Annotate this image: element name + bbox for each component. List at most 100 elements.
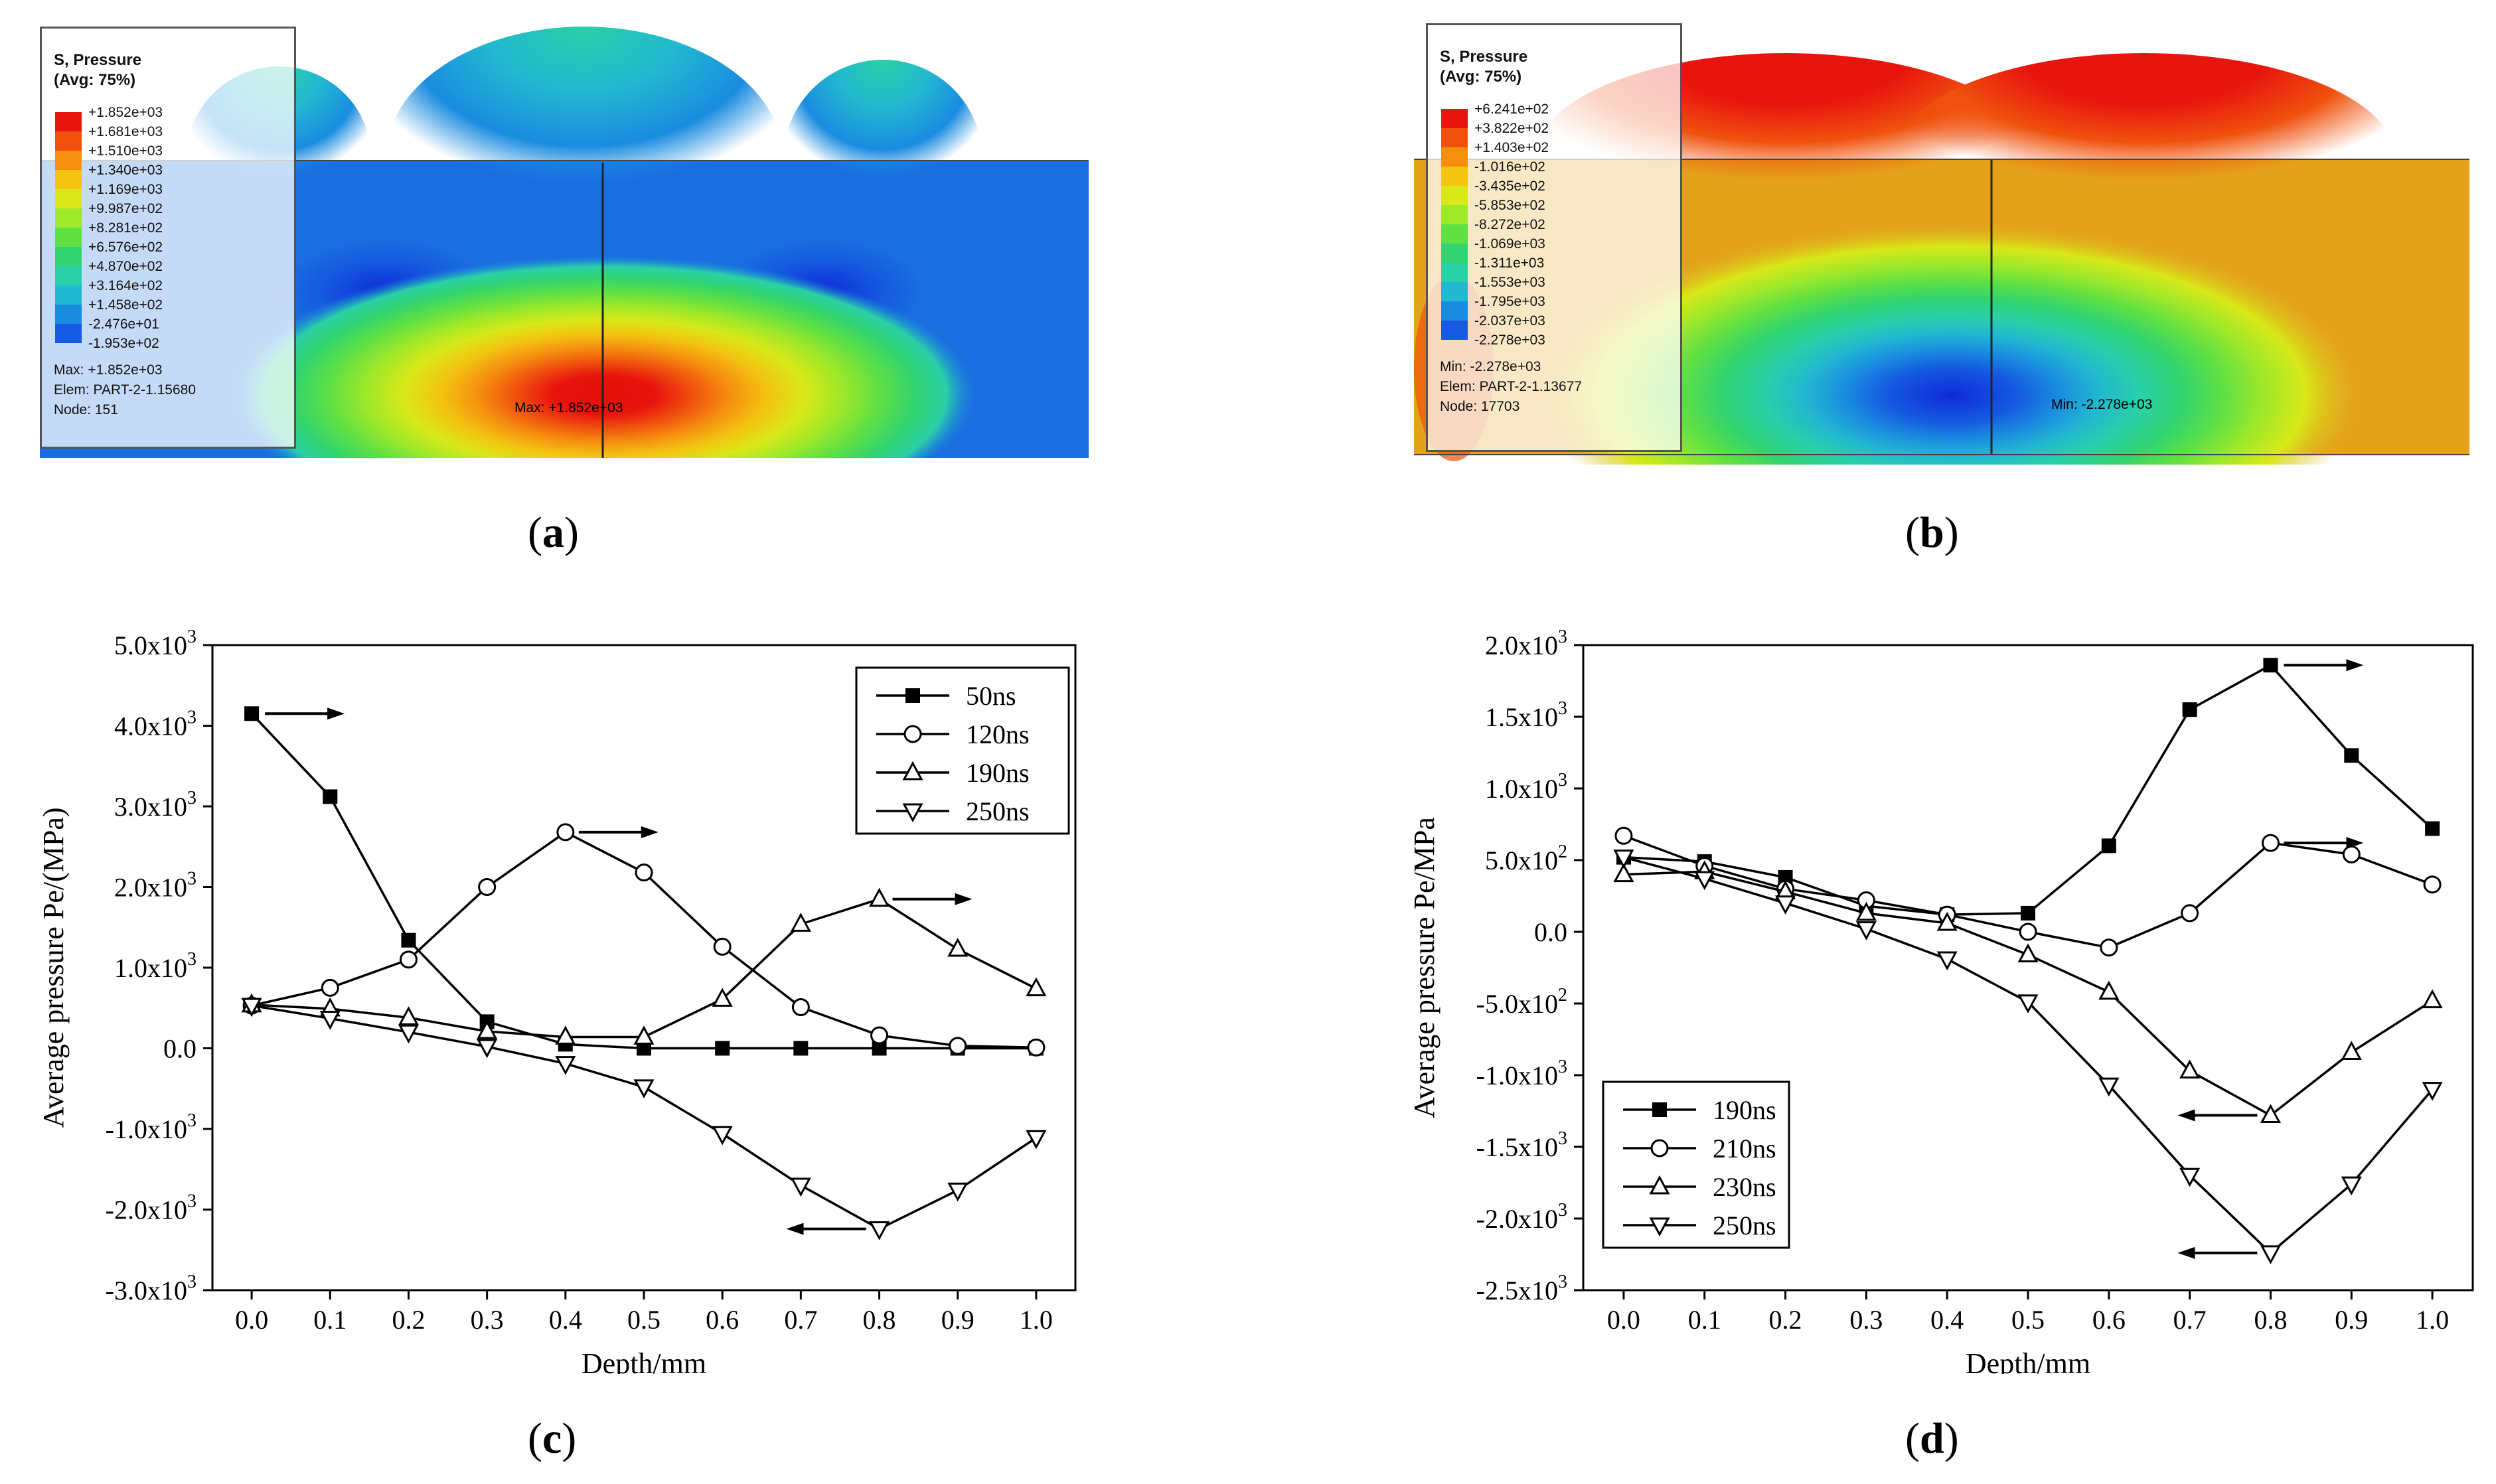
legend-swatch	[1441, 224, 1468, 244]
x-tick-label: 0.3	[471, 1305, 504, 1335]
y-tick-label: -2.5x103	[1476, 1272, 1567, 1305]
data-point-triangle-down	[2260, 1245, 2281, 1264]
x-tick-label: 0.0	[1607, 1305, 1640, 1335]
legend-swatch	[1441, 167, 1468, 186]
legend-swatch	[55, 247, 82, 266]
data-point-circle	[1650, 1139, 1669, 1157]
x-tick-label: 0.5	[627, 1305, 661, 1335]
data-point-square	[1652, 1102, 1667, 1117]
data-point-triangle-down	[2017, 994, 2039, 1013]
x-tick-label: 0.9	[2335, 1305, 2368, 1335]
series-230ns	[1613, 860, 2443, 1123]
legend-label: 50ns	[966, 681, 1016, 711]
data-point-triangle-down	[712, 1126, 733, 1146]
x-tick-label: 0.4	[549, 1305, 582, 1335]
data-point-square	[323, 789, 338, 804]
legend-node: Node: 17703	[1440, 399, 1520, 414]
data-point-triangle-up	[790, 913, 811, 932]
data-point-triangle-up	[947, 937, 969, 957]
series-250ns	[241, 998, 1047, 1240]
x-tick-label: 0.2	[1769, 1305, 1802, 1335]
legend-swatch	[55, 228, 82, 247]
data-point-square	[2344, 748, 2359, 763]
legend-value: +1.681e+03	[88, 124, 163, 139]
data-point-circle	[949, 1037, 967, 1055]
data-point-square	[2182, 702, 2197, 717]
annotation-arrow	[578, 826, 659, 838]
arrow-head	[786, 1223, 804, 1235]
data-point-triangle-down	[477, 1039, 498, 1059]
data-point-triangle-down	[1694, 871, 1715, 891]
legend-swatch	[1441, 282, 1468, 301]
data-point-triangle-up	[2017, 943, 2039, 963]
legend-value: +1.169e+03	[88, 182, 163, 197]
data-point-triangle-up	[712, 988, 733, 1007]
data-point-circle	[556, 823, 575, 842]
legend-swatch	[1441, 244, 1468, 263]
panel-label-d: (d)	[1905, 1414, 1959, 1463]
data-point-triangle-up	[1026, 977, 1047, 997]
annotation-arrow	[2284, 659, 2364, 672]
legend-swatch	[1441, 147, 1468, 167]
data-point-circle	[1614, 826, 1633, 845]
y-tick-label: -5.0x102	[1476, 985, 1567, 1019]
legend-label: 210ns	[1713, 1134, 1776, 1163]
data-point-triangle-up	[1855, 901, 1877, 921]
legend-swatch	[1441, 205, 1468, 224]
y-tick-label: 1.5x103	[1485, 698, 1567, 732]
data-point-square	[401, 932, 416, 948]
series-210ns	[1614, 826, 2442, 957]
legend-frame	[855, 666, 1070, 835]
legend-swatch	[55, 112, 82, 131]
legend-value: -5.853e+02	[1474, 198, 1545, 213]
data-point-triangle-down	[398, 1024, 419, 1044]
legend-min: Min: -2.278e+03	[1440, 359, 1541, 374]
data-point-triangle-down	[902, 803, 923, 823]
legend-scale: +6.241e+02 +3.822e+02 +1.403e+02 -1.016e+02…	[1428, 100, 1680, 358]
data-point-square	[637, 1041, 651, 1056]
data-point-triangle-up	[1936, 911, 1958, 931]
data-point-triangle-up	[869, 887, 890, 907]
data-point-circle	[713, 937, 732, 956]
data-point-square	[793, 1041, 809, 1056]
data-point-triangle-up	[633, 1025, 655, 1045]
x-tick-label: 1.0	[2416, 1305, 2449, 1335]
annotation-arrow	[892, 893, 973, 905]
x-tick-label: 0.4	[1930, 1305, 1964, 1335]
annotation-arrow	[265, 707, 345, 720]
data-point-triangle-up	[2179, 1059, 2201, 1079]
legend-value: -3.435e+02	[1474, 179, 1545, 194]
y-tick-label: 1.0x103	[114, 949, 196, 983]
legend-label: 120ns	[966, 719, 1030, 749]
data-point-triangle-up	[2098, 980, 2120, 1000]
data-point-square	[2263, 658, 2278, 673]
arrow-head	[2346, 837, 2364, 850]
legend-swatch	[55, 131, 82, 151]
legend-value: -1.016e+02	[1474, 159, 1545, 175]
legend-swatch	[55, 305, 82, 324]
legend-value: +9.987e+02	[88, 201, 163, 216]
line-chart-c: 0.0 0.1 0.2 0.3 0.4 0.5 0.6 0.7 0.8 0.9 1.0 5.0x103…	[37, 627, 1077, 1374]
data-point-triangle-down	[241, 998, 262, 1017]
legend-value: -1.953e+02	[88, 336, 159, 351]
legend-value: -1.795e+03	[1474, 294, 1545, 309]
data-point-triangle-down	[2179, 1167, 2201, 1187]
series-190ns	[241, 887, 1047, 1045]
x-axis-title: Depth/mm	[1966, 1347, 2090, 1374]
y-tick-label: -1.0x103	[1476, 1057, 1567, 1090]
x-tick-label: 0.9	[941, 1305, 975, 1335]
data-point-circle	[2100, 938, 2118, 957]
x-tick-label: 0.0	[235, 1305, 268, 1335]
panel-label-b: (b)	[1905, 508, 1959, 557]
data-point-circle	[903, 725, 922, 743]
y-tick-label: 0.0	[163, 1034, 196, 1064]
legend-value: +4.870e+02	[88, 259, 163, 274]
contour-plot-b: S, Pressure (Avg: 75%) +6.241e+02 +3.822e…	[1414, 23, 2469, 567]
legend-value: +1.340e+03	[88, 163, 163, 178]
data-point-circle	[870, 1026, 889, 1045]
x-tick-label: 0.5	[2011, 1305, 2045, 1335]
legend-swatch	[1441, 301, 1468, 321]
data-point-triangle-down	[1855, 921, 1877, 940]
legend-title: S, Pressure	[1440, 48, 1528, 66]
arrow-head	[2346, 659, 2364, 672]
